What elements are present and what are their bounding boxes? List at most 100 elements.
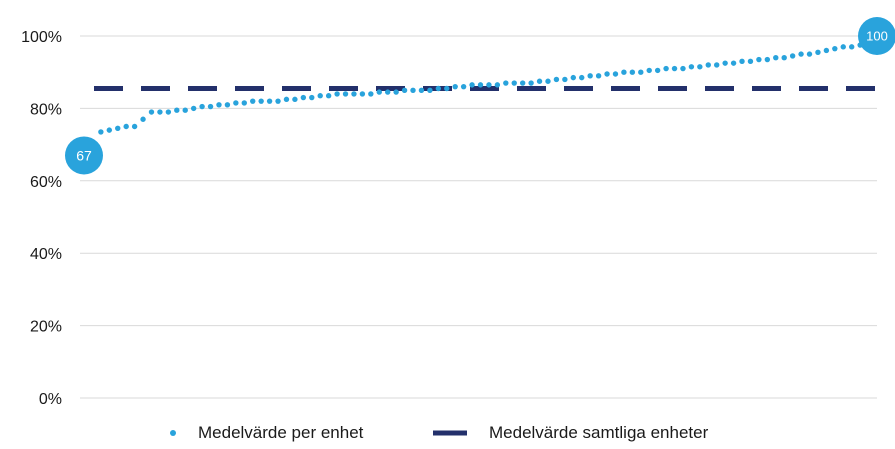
data-point	[123, 123, 129, 130]
data-point	[503, 80, 509, 86]
data-point	[199, 103, 205, 110]
callout-0: 67	[65, 136, 103, 175]
y-tick-label: 60%	[30, 174, 62, 191]
data-point	[131, 123, 138, 130]
data-point	[241, 100, 247, 106]
data-point	[275, 98, 281, 104]
callouts: 67 100	[65, 17, 895, 175]
data-point	[739, 58, 745, 65]
data-point	[773, 55, 779, 61]
data-points	[89, 40, 872, 146]
data-point	[174, 107, 180, 113]
data-point	[460, 83, 467, 90]
data-point	[300, 94, 307, 101]
data-point	[621, 69, 627, 75]
legend-marker-dots	[170, 430, 176, 436]
y-tick-label: 80%	[30, 101, 62, 118]
data-point	[258, 98, 264, 104]
data-point	[823, 47, 830, 54]
data-point	[106, 127, 113, 133]
data-point	[351, 91, 357, 97]
data-point	[283, 96, 290, 103]
data-point	[401, 87, 408, 94]
data-point	[342, 91, 349, 97]
data-point	[452, 83, 458, 90]
data-point	[815, 49, 821, 55]
data-point	[292, 96, 298, 103]
data-point	[309, 94, 315, 101]
data-point	[536, 78, 543, 84]
data-point	[798, 51, 804, 57]
data-point	[848, 44, 855, 50]
data-point	[115, 125, 121, 132]
data-point	[140, 116, 146, 122]
callout-circle	[858, 17, 895, 55]
data-point	[486, 82, 492, 88]
data-point	[764, 56, 771, 63]
data-point	[638, 69, 644, 75]
data-point	[806, 51, 813, 57]
data-point	[182, 107, 188, 113]
data-point	[233, 100, 239, 106]
data-point	[368, 91, 374, 97]
data-point	[697, 64, 703, 70]
data-point	[477, 82, 484, 88]
data-point	[604, 71, 610, 77]
data-point	[789, 53, 796, 59]
data-point	[705, 62, 711, 68]
gridlines	[80, 35, 877, 399]
y-tick-label: 40%	[30, 246, 62, 263]
data-point	[418, 87, 425, 94]
legend-label-all-units: Medelvärde samtliga enheter	[489, 423, 709, 442]
data-point	[671, 65, 678, 72]
data-point	[317, 93, 323, 99]
data-point	[722, 60, 728, 66]
data-point	[840, 44, 846, 50]
data-point	[688, 64, 695, 70]
data-point	[266, 98, 273, 104]
legend: Medelvärde per enhet Medelvärde samtliga …	[170, 423, 709, 442]
data-point	[165, 109, 172, 115]
data-point	[579, 74, 585, 81]
legend-label-per-unit: Medelvärde per enhet	[198, 423, 364, 442]
data-point	[629, 69, 636, 75]
data-point	[224, 102, 231, 108]
y-tick-label: 100%	[21, 29, 62, 46]
data-point	[435, 85, 442, 92]
data-point	[587, 73, 593, 79]
data-point	[410, 87, 416, 94]
data-point	[511, 80, 517, 86]
data-point	[157, 109, 163, 115]
data-point	[680, 65, 686, 72]
data-point	[756, 56, 762, 63]
data-point	[562, 76, 568, 83]
callout-circle	[65, 136, 103, 175]
data-point	[216, 102, 222, 108]
data-point	[494, 82, 501, 88]
data-point	[612, 71, 619, 77]
y-tick-label: 0%	[39, 391, 62, 408]
data-point	[469, 82, 475, 88]
data-point	[553, 76, 560, 83]
data-point	[359, 91, 366, 97]
data-point	[663, 65, 669, 72]
data-point	[148, 109, 155, 115]
data-point	[427, 87, 433, 94]
data-point	[747, 58, 754, 65]
data-point	[519, 80, 526, 86]
data-point	[376, 89, 382, 95]
data-point	[595, 73, 602, 79]
data-point	[385, 89, 391, 95]
y-axis: 0% 20% 40% 60% 80% 100%	[21, 29, 62, 408]
data-point	[545, 78, 551, 84]
data-point	[98, 129, 104, 135]
data-point	[250, 98, 256, 104]
data-point	[325, 93, 332, 99]
data-point	[207, 103, 214, 110]
data-point	[646, 67, 652, 74]
data-point	[654, 67, 661, 74]
data-point	[832, 45, 838, 52]
data-point	[528, 80, 534, 86]
